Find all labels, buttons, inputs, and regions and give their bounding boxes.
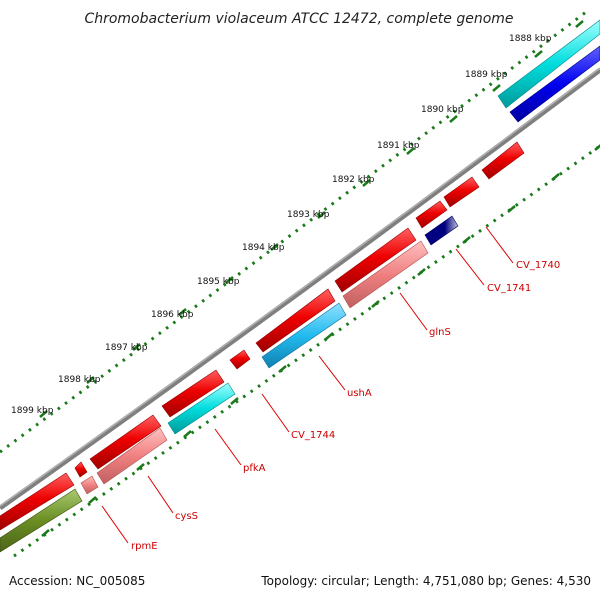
forward-strand-genes <box>0 141 525 531</box>
gene-arrow <box>0 472 75 531</box>
scale-label: 1888 kbp <box>509 34 552 44</box>
scale-label: 1892 kbp <box>332 175 375 185</box>
scale-label: 1893 kbp <box>287 210 330 220</box>
gene-arrow-sky <box>261 302 347 369</box>
scale-label: 1889 kbp <box>465 70 508 80</box>
genome-backbone-highlight <box>0 67 600 507</box>
gene-arrow-pink <box>342 240 429 309</box>
gene-arrow-navy <box>424 215 459 246</box>
gene-arrow-pink <box>80 475 99 495</box>
scale-labels: 1888 kbp 1889 kbp 1890 kbp 1891 kbp 1892… <box>11 34 552 416</box>
scale-label: 1897 kbp <box>105 343 148 353</box>
gene-arrow-olive <box>0 488 83 553</box>
scale-label: 1899 kbp <box>11 406 54 416</box>
gene-arrow <box>415 200 448 229</box>
feature-blue-block <box>509 45 600 123</box>
major-ticks <box>39 20 584 418</box>
scale-label: 1895 kbp <box>197 277 240 287</box>
scale-label: 1896 kbp <box>151 310 194 320</box>
map-title: Chromobacterium violaceum ATCC 12472, co… <box>84 11 513 27</box>
gene-arrow-cyan <box>167 382 236 435</box>
gene-label-cv1741: CV_1741 <box>487 283 531 294</box>
label-leaders <box>101 226 514 544</box>
scale-label: 1894 kbp <box>242 243 285 253</box>
gene-arrow <box>89 414 162 470</box>
gene-label-glns: glnS <box>429 327 451 338</box>
accession-text: Accession: NC_005085 <box>9 574 146 588</box>
genome-backbone <box>0 68 600 511</box>
gene-arrow-pink <box>96 427 168 485</box>
scale-label: 1890 kbp <box>421 105 464 115</box>
gene-arrow <box>229 349 251 370</box>
gene-arrow <box>161 369 225 418</box>
feature-cyan-block <box>497 19 600 109</box>
genome-summary-text: Topology: circular; Length: 4,751,080 bp… <box>261 574 591 588</box>
gene-label-usha: ushA <box>347 388 372 399</box>
gene-arrow <box>255 288 336 353</box>
scale-label: 1891 kbp <box>377 141 420 151</box>
outer-scale-track <box>0 10 587 454</box>
reverse-strand-genes <box>0 215 459 553</box>
gene-arrow <box>481 141 525 180</box>
gene-arrow <box>334 227 417 293</box>
feature-track-top-right <box>497 19 600 123</box>
inner-major-ticks <box>41 144 600 537</box>
gene-label-pfka: pfkA <box>243 463 266 474</box>
gene-arrow <box>74 461 88 478</box>
scale-label: 1898 kbp <box>58 375 101 385</box>
gene-labels: CV_1740 CV_1741 glnS ushA CV_1744 pfkA c… <box>131 260 560 552</box>
gene-label-cyss: cysS <box>175 511 198 522</box>
gene-label-cv1744: CV_1744 <box>291 430 335 441</box>
inner-scale-track <box>13 144 600 558</box>
gene-arrow <box>443 176 480 208</box>
gene-label-rpme: rpmE <box>131 541 158 552</box>
gene-label-cv1740: CV_1740 <box>516 260 560 271</box>
